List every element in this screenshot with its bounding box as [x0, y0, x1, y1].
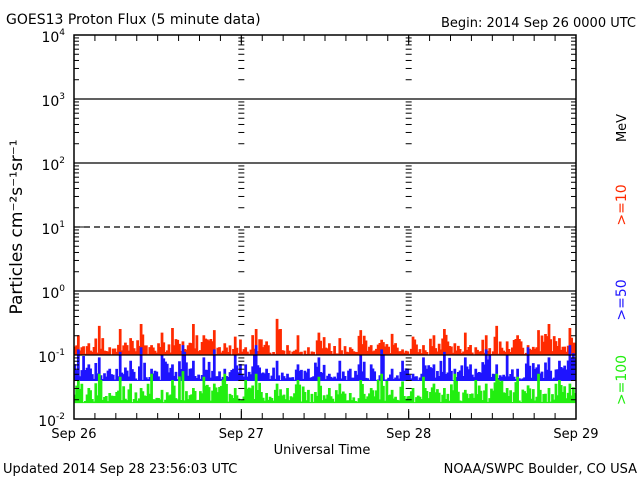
series-100-plot — [73, 371, 577, 404]
x-tick-label: Sep 29 — [553, 427, 598, 442]
x-tick-label: Sep 28 — [386, 427, 431, 442]
series-line — [73, 345, 577, 381]
legend-entry: >=10 — [614, 184, 630, 225]
series-10-plot — [73, 318, 577, 356]
x-tick-label: Sep 27 — [219, 427, 264, 442]
begin-label: Begin: 2014 Sep 26 0000 UTC — [441, 16, 636, 31]
x-axis-label: Universal Time — [274, 443, 371, 458]
legend-entry: >=100 — [614, 355, 630, 405]
series-line — [73, 371, 577, 404]
updated-timestamp: Updated 2014 Sep 28 23:56:03 UTC — [3, 462, 237, 477]
credit-label: NOAA/SWPC Boulder, CO USA — [444, 462, 637, 477]
y-tick-label: 10-1 — [38, 348, 65, 366]
y-tick-label: 101 — [41, 220, 65, 238]
series-line — [73, 318, 577, 356]
y-tick-label: 104 — [41, 28, 65, 46]
chart-title: GOES13 Proton Flux (5 minute data) — [6, 12, 261, 28]
legend-unit: MeV — [615, 114, 630, 142]
y-tick-label: 102 — [41, 156, 65, 174]
x-tick-label: Sep 26 — [51, 427, 96, 442]
series-50-plot — [73, 345, 577, 381]
legend-entry: >=50 — [614, 279, 630, 320]
y-axis-label: Particles cm⁻²s⁻¹sr⁻¹ — [7, 139, 27, 314]
y-tick-label: 10-2 — [38, 412, 65, 430]
y-tick-label: 100 — [41, 284, 65, 302]
y-tick-label: 103 — [41, 92, 65, 110]
